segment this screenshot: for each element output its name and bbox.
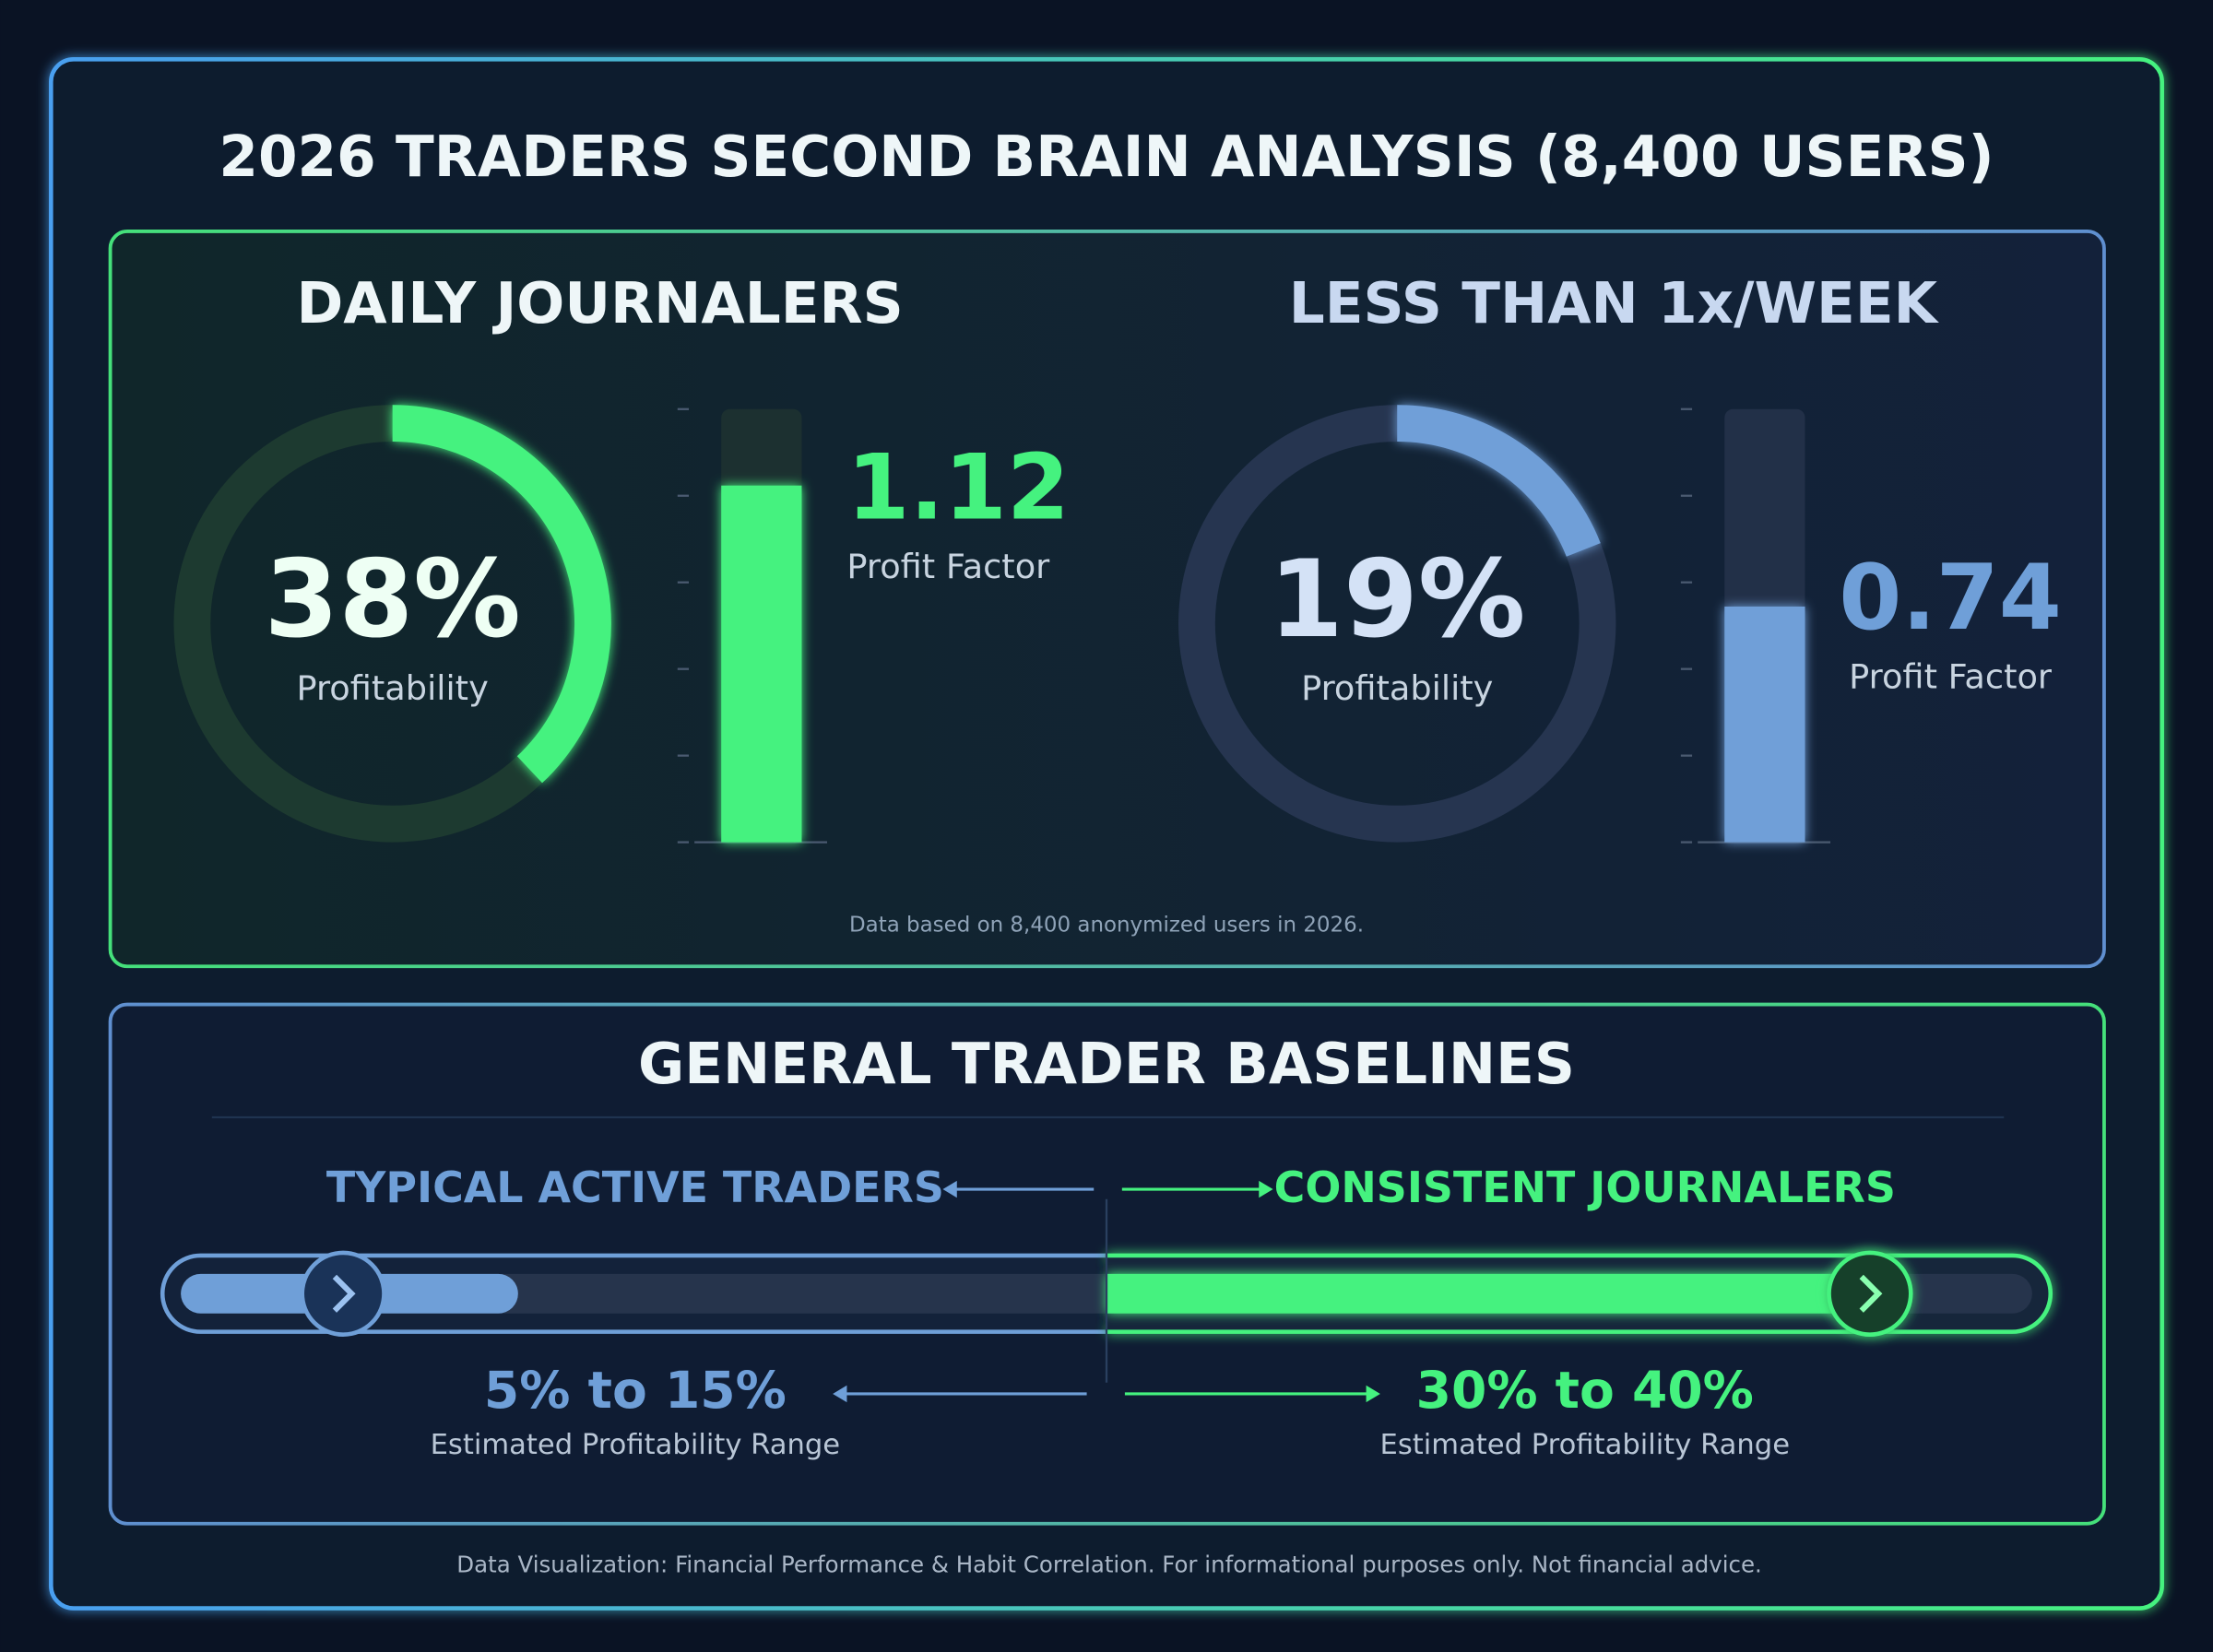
baselines-heading: GENERAL TRADER BASELINES <box>638 1032 1575 1097</box>
group-heading: DAILY JOURNALERS <box>296 271 903 336</box>
profitability-caption: Profitability <box>296 668 488 708</box>
page-title: 2026 TRADERS SECOND BRAIN ANALYSIS (8,40… <box>219 124 1994 190</box>
left-range: 5% to 15% <box>484 1361 787 1420</box>
profit-factor-value: 1.12 <box>846 435 1070 540</box>
profitability-value: 19% <box>1269 537 1525 662</box>
right-range-caption: Estimated Profitability Range <box>1380 1429 1791 1461</box>
right-group-name: CONSISTENT JOURNALERS <box>1274 1162 1896 1212</box>
left-group-name: TYPICAL ACTIVE TRADERS <box>326 1162 944 1212</box>
profitability-caption: Profitability <box>1301 668 1493 708</box>
note: Data based on 8,400 anonymized users in … <box>849 913 1364 937</box>
profit-factor-caption: Profit Factor <box>1849 657 2053 697</box>
gauge-arc <box>1396 405 1601 557</box>
profit-factor-bar <box>1724 606 1805 843</box>
right-range: 30% to 40% <box>1416 1361 1754 1420</box>
profit-factor-value: 0.74 <box>1839 546 2062 651</box>
range-slider <box>160 1198 2053 1383</box>
profit-factor-caption: Profit Factor <box>846 547 1050 586</box>
profitability-value: 38% <box>264 537 520 662</box>
gauge-arc <box>392 405 611 784</box>
left-range-caption: Estimated Profitability Range <box>431 1429 841 1461</box>
arrows <box>833 1180 1380 1403</box>
footer: Data Visualization: Financial Performanc… <box>456 1552 1762 1578</box>
group-heading: LESS THAN 1x/WEEK <box>1289 271 1940 336</box>
profit-factor-bar <box>721 485 802 843</box>
